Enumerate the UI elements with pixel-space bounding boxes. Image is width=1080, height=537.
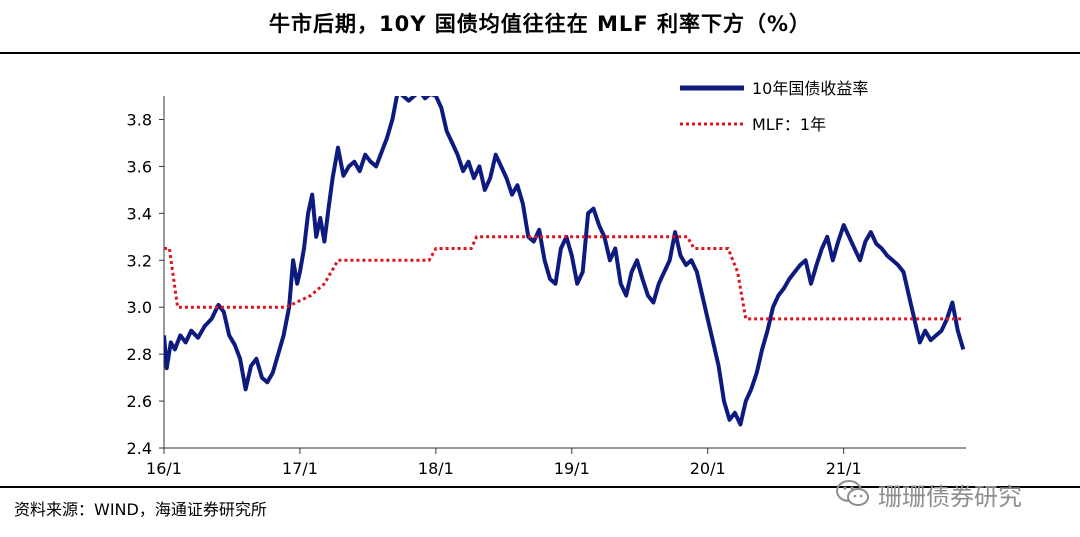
x-tick-label: 20/1: [690, 459, 726, 478]
y-tick-label: 2.4: [127, 439, 152, 458]
y-tick-label: 3.6: [127, 157, 152, 176]
header-rule: [0, 52, 1080, 54]
y-tick-label: 3.0: [127, 298, 152, 317]
x-tick-label: 18/1: [418, 459, 454, 478]
bond-yield-line: [164, 96, 966, 427]
x-tick-label: 17/1: [282, 459, 318, 478]
series-layer: [164, 96, 966, 427]
y-tick-label: 3.4: [127, 204, 152, 223]
wechat-icon: [836, 480, 869, 506]
watermark: 珊珊债券研究: [836, 476, 1076, 512]
y-tick-label: 2.6: [127, 392, 152, 411]
legend-label-mlf: MLF：1年: [752, 115, 826, 134]
chart-axes: 2.4 2.6 2.8 3.0 3.2 3.4 3.6 3.8 16/1 17/1 18/1 19/1…: [127, 96, 966, 478]
legend-label-bond: 10年国债收益率: [752, 79, 868, 98]
y-tick-label: 3.2: [127, 251, 152, 270]
source-note: 资料来源：WIND，海通证券研究所: [14, 500, 267, 519]
watermark-text: 珊珊债券研究: [878, 482, 1022, 511]
chart-legend: 10年国债收益率 MLF：1年: [680, 79, 868, 134]
x-tick-label: 19/1: [554, 459, 590, 478]
x-tick-label: 16/1: [146, 459, 182, 478]
footer-rule: [0, 486, 1080, 488]
y-tick-label: 3.8: [127, 110, 152, 129]
chart-canvas: 2.4 2.6 2.8 3.0 3.2 3.4 3.6 3.8 16/1 17/1 18/1 19/1…: [127, 79, 966, 478]
page-title: 牛市后期，10Y 国债均值往往在 MLF 利率下方（%）: [268, 12, 812, 36]
mlf-rate-line: [164, 235, 964, 321]
y-tick-label: 2.8: [127, 345, 152, 364]
x-tick-label: 21/1: [826, 459, 862, 478]
